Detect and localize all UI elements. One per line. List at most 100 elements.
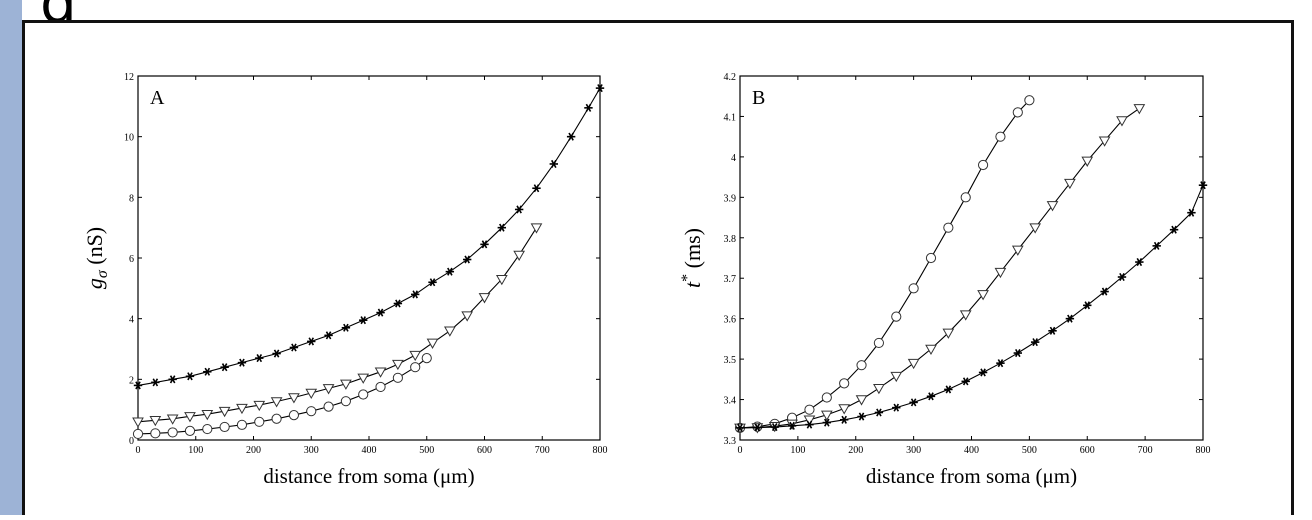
data-point-star	[289, 343, 299, 352]
y-axis-label: gσ (nS)	[82, 227, 111, 289]
data-point-triangle	[495, 274, 508, 286]
x-tick-label: 700	[535, 445, 550, 456]
data-point-triangle	[392, 359, 404, 371]
data-point-star	[1065, 314, 1075, 323]
star-stroke	[1101, 287, 1108, 296]
figure-frame	[22, 20, 1294, 515]
star-stroke	[499, 223, 505, 232]
x-tick-label: 800	[1196, 445, 1211, 456]
panel-label: A	[150, 87, 165, 109]
x-tick-label: 300	[304, 445, 319, 456]
data-point-star	[735, 423, 745, 432]
star-stroke	[308, 337, 315, 346]
data-point-triangle	[1011, 245, 1024, 256]
data-point-star	[237, 358, 247, 367]
star-stroke	[568, 132, 574, 141]
data-point-star	[393, 299, 403, 308]
star-stroke	[1084, 301, 1091, 310]
star-stroke	[841, 415, 847, 424]
star-stroke	[551, 159, 557, 169]
data-point-star	[1135, 258, 1144, 267]
data-point-star	[497, 223, 507, 232]
x-tick-label: 200	[848, 445, 863, 456]
star-stroke	[135, 381, 141, 390]
star-stroke	[291, 343, 297, 352]
star-stroke	[754, 423, 761, 432]
data-point-star	[151, 378, 160, 387]
data-point-star	[753, 423, 762, 432]
star-stroke	[412, 290, 418, 299]
data-point-circle	[306, 406, 317, 417]
data-point-star	[168, 375, 177, 384]
star-stroke	[876, 408, 882, 417]
data-point-circle	[873, 337, 885, 349]
y-tick-label: 4	[129, 315, 134, 326]
y-tick-label: 3.4	[724, 396, 737, 407]
data-point-triangle	[942, 328, 955, 339]
data-point-star	[376, 308, 385, 317]
data-point-circle	[150, 428, 161, 439]
star-stroke	[1119, 272, 1125, 282]
data-point-triangle	[461, 311, 474, 322]
data-point-star	[341, 323, 351, 332]
star-stroke	[516, 205, 522, 214]
star-stroke	[597, 84, 603, 93]
data-point-triangle	[803, 415, 816, 426]
data-point-star	[996, 359, 1005, 368]
data-point-triangle	[357, 373, 370, 384]
x-tick-label: 100	[188, 445, 203, 456]
data-point-circle	[219, 421, 230, 433]
data-point-circle	[1024, 95, 1035, 106]
data-point-circle	[392, 372, 403, 383]
data-point-star	[462, 255, 472, 264]
x-tick-label: 500	[1022, 445, 1037, 456]
data-point-triangle	[409, 350, 422, 362]
x-tick-label: 600	[477, 445, 492, 456]
data-point-circle	[202, 423, 213, 435]
star-stroke	[343, 323, 349, 332]
data-point-star	[874, 408, 884, 417]
data-point-star	[1152, 241, 1161, 250]
data-point-triangle	[1046, 201, 1059, 212]
data-point-star	[1048, 326, 1057, 335]
data-point-triangle	[340, 379, 352, 390]
data-point-circle	[977, 159, 989, 171]
data-point-triangle	[270, 397, 283, 408]
star-stroke	[256, 354, 263, 363]
data-point-star	[220, 363, 229, 372]
data-point-star	[805, 420, 814, 429]
series-line	[137, 87, 601, 386]
star-stroke	[187, 372, 193, 381]
data-point-star	[839, 415, 849, 424]
star-stroke	[824, 418, 830, 427]
data-point-triangle	[1081, 156, 1094, 167]
data-point-circle	[908, 283, 919, 294]
data-point-star	[445, 267, 455, 276]
y-tick-label: 2	[129, 375, 134, 386]
y-tick-label: 3.8	[724, 234, 737, 245]
data-point-star	[203, 367, 212, 376]
star-stroke	[1153, 241, 1160, 250]
data-point-circle	[271, 413, 282, 424]
data-point-star	[944, 385, 953, 394]
data-point-triangle	[288, 393, 300, 404]
data-point-triangle	[959, 310, 972, 321]
data-point-triangle	[305, 388, 318, 399]
star-stroke	[481, 240, 488, 249]
star-stroke	[429, 278, 436, 287]
star-stroke	[1015, 349, 1021, 358]
star-stroke	[1032, 338, 1038, 347]
x-tick-label: 700	[1138, 445, 1153, 456]
y-axis-label: t* (ms)	[679, 228, 705, 288]
star-stroke	[360, 316, 367, 325]
y-tick-label: 4	[731, 153, 736, 164]
star-stroke	[771, 423, 778, 432]
data-point-triangle	[1064, 178, 1076, 190]
x-tick-label: 800	[593, 445, 608, 456]
star-stroke	[789, 421, 795, 430]
star-stroke	[945, 385, 952, 394]
x-axis-label: distance from soma (μm)	[866, 464, 1077, 488]
data-point-star	[584, 103, 593, 112]
star-stroke	[169, 375, 176, 384]
